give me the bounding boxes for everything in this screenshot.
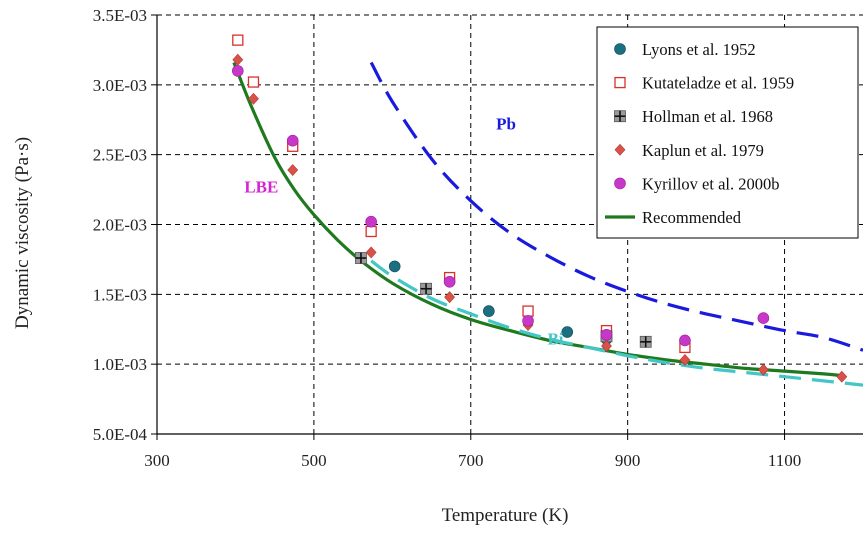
series-line-recommended <box>232 61 840 377</box>
point-kaplun-et-al-1979 <box>601 340 612 352</box>
point-kutateladze-et-al-1959 <box>247 76 260 88</box>
point-kyrillov-et-al-2000b <box>757 312 770 324</box>
legend-marker-hollman-et-al-1968 <box>614 110 626 123</box>
y-tick-label: 2.5E-03 <box>93 146 147 165</box>
point-kyrillov-et-al-2000b <box>522 315 534 327</box>
point-kaplun-et-al-1979 <box>287 164 299 176</box>
point-hollman-et-al-1968 <box>420 282 432 295</box>
point-kyrillov-et-al-2000b <box>286 134 299 147</box>
legend: Lyons et al. 1952 Kutateladze et al. 1959… <box>596 26 859 239</box>
annotation-lbe: LBE <box>244 177 278 196</box>
x-axis-title: Temperature (K) <box>442 505 569 526</box>
point-kaplun-et-al-1979 <box>679 354 691 366</box>
point-kyrillov-et-al-2000b <box>231 65 244 77</box>
legend-label-recommended: Recommended <box>642 208 742 227</box>
legend-label-hollman-et-al-1968: Hollman et al. 1968 <box>642 107 773 126</box>
legend-label-lyons-et-al-1952: Lyons et al. 1952 <box>642 40 756 59</box>
annotations: Pb LBE Bi <box>244 115 563 349</box>
legend-marker-kyrillov-et-al-2000b <box>614 177 626 190</box>
legend-box <box>596 26 859 239</box>
legend-marker-lyons-et-al-1952 <box>614 43 626 55</box>
series-lines <box>232 61 863 387</box>
y-axis-title: Dynamic viscosity (Pa·s) <box>12 137 33 329</box>
x-tick-label: 300 <box>144 451 170 470</box>
y-tick-label: 1.0E-03 <box>93 355 147 374</box>
x-tick-label: 700 <box>458 451 484 470</box>
point-kyrillov-et-al-2000b <box>443 275 456 288</box>
point-kyrillov-et-al-2000b <box>365 215 377 228</box>
annotation-bi: Bi <box>547 330 563 349</box>
series-line-pb <box>369 61 863 352</box>
point-kutateladze-et-al-1959 <box>522 305 534 317</box>
point-hollman-et-al-1968 <box>355 252 367 264</box>
point-kaplun-et-al-1979 <box>248 92 259 105</box>
legend-label-kaplun-et-al-1979: Kaplun et al. 1979 <box>642 141 764 160</box>
x-tick-label: 1100 <box>768 451 801 470</box>
point-kutateladze-et-al-1959 <box>365 225 377 238</box>
point-kaplun-et-al-1979 <box>836 370 848 383</box>
x-tick-label: 900 <box>615 451 641 470</box>
data-markers <box>231 34 848 383</box>
annotation-pb: Pb <box>496 115 516 134</box>
legend-marker-kutateladze-et-al-1959 <box>614 76 626 89</box>
point-kyrillov-et-al-2000b <box>679 334 691 347</box>
y-tick-label: 1.5E-03 <box>93 285 147 304</box>
legend-label-kyrillov-et-al-2000b: Kyrillov et al. 2000b <box>642 174 779 193</box>
y-tick-label: 2.0E-03 <box>93 216 147 235</box>
point-lyons-et-al-1952 <box>561 326 574 338</box>
y-tick-label: 5.0E-04 <box>93 425 148 444</box>
point-kyrillov-et-al-2000b <box>600 329 613 341</box>
point-kaplun-et-al-1979 <box>365 246 377 259</box>
y-tick-label: 3.0E-03 <box>93 76 147 95</box>
x-tick-label: 500 <box>301 451 327 470</box>
point-kaplun-et-al-1979 <box>444 291 456 304</box>
point-hollman-et-al-1968 <box>639 335 652 348</box>
point-kutateladze-et-al-1959 <box>232 34 244 46</box>
point-lyons-et-al-1952 <box>483 305 495 317</box>
series-line-bi <box>370 259 863 387</box>
legend-label-kutateladze-et-al-1959: Kutateladze et al. 1959 <box>642 74 794 93</box>
y-tick-label: 3.5E-03 <box>93 6 147 25</box>
legend-marker-kaplun-et-al-1979 <box>614 143 626 156</box>
point-lyons-et-al-1952 <box>388 260 401 273</box>
axes: 300 500 700 900 1100 5.0E-04 1.0E-03 1.5E-03 2.0… <box>93 6 863 470</box>
point-kaplun-et-al-1979 <box>757 363 769 376</box>
